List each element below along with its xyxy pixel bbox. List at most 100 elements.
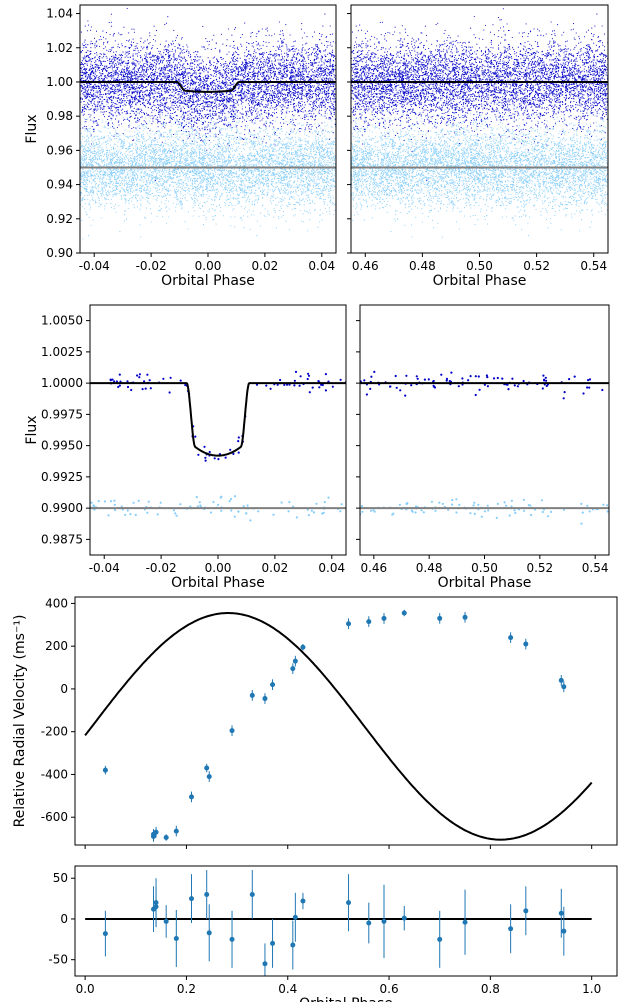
offset-flux-point — [158, 158, 160, 160]
offset-flux-point — [288, 152, 290, 154]
offset-flux-point — [130, 150, 132, 152]
offset-flux-point — [119, 156, 121, 158]
offset-flux-point — [187, 160, 189, 162]
offset-flux-point — [119, 160, 121, 163]
offset-flux-point — [92, 164, 95, 167]
offset-flux-point — [225, 150, 228, 152]
offset-flux-point — [277, 160, 279, 162]
offset-flux-point — [241, 189, 243, 192]
offset-flux-point — [175, 142, 177, 144]
offset-flux-point — [229, 141, 231, 143]
offset-flux-point — [219, 168, 222, 170]
offset-flux-point — [259, 144, 261, 146]
offset-flux-point — [118, 151, 120, 153]
offset-flux-point — [93, 191, 95, 193]
offset-flux-point — [83, 171, 85, 173]
offset-flux-point — [230, 144, 233, 146]
offset-flux-point — [225, 159, 228, 162]
offset-flux-point — [136, 154, 138, 157]
offset-flux-point — [265, 127, 267, 129]
offset-flux-point — [228, 137, 230, 139]
offset-flux-point — [182, 145, 184, 147]
offset-flux-point — [168, 156, 170, 158]
offset-flux-point — [260, 150, 263, 152]
offset-flux-point — [187, 228, 189, 230]
offset-flux-point — [221, 147, 223, 150]
offset-flux-point — [101, 174, 103, 176]
offset-flux-point — [186, 189, 188, 191]
offset-flux-point — [323, 161, 325, 163]
offset-flux-point — [254, 146, 256, 148]
offset-flux-point — [149, 203, 151, 205]
offset-flux-point — [202, 129, 204, 131]
offset-flux-point — [301, 159, 303, 161]
offset-flux-point — [194, 193, 196, 195]
offset-flux-point — [232, 198, 235, 200]
offset-flux-point — [317, 132, 319, 134]
offset-flux-point — [191, 189, 193, 191]
offset-flux-point — [112, 126, 114, 128]
offset-flux-point — [251, 159, 253, 161]
offset-flux-point — [191, 169, 194, 171]
offset-flux-point — [219, 147, 221, 149]
offset-flux-point — [124, 129, 126, 131]
offset-flux-point — [169, 194, 171, 196]
offset-flux-point — [259, 172, 261, 174]
offset-flux-point — [262, 183, 264, 185]
offset-flux-point — [273, 160, 275, 162]
offset-flux-point — [140, 165, 142, 167]
offset-flux-point — [103, 197, 106, 199]
offset-flux-point — [200, 120, 202, 122]
offset-flux-point — [196, 142, 198, 144]
offset-flux-point — [156, 215, 158, 217]
offset-flux-point — [90, 145, 92, 147]
offset-flux-point — [239, 163, 241, 165]
offset-flux-point — [280, 216, 282, 218]
offset-flux-point — [247, 179, 249, 182]
offset-flux-point — [209, 190, 211, 192]
offset-flux-point — [284, 197, 286, 199]
offset-flux-point — [331, 127, 333, 129]
offset-flux-point — [302, 160, 304, 163]
offset-flux-point — [156, 159, 158, 161]
offset-flux-point — [110, 177, 112, 180]
offset-flux-point — [332, 163, 335, 165]
offset-flux-point — [198, 138, 200, 140]
offset-flux-point — [113, 152, 115, 154]
offset-flux-point — [300, 168, 302, 170]
offset-flux-point — [126, 190, 128, 192]
offset-flux-point — [182, 195, 184, 197]
offset-flux-point — [287, 157, 289, 159]
offset-flux-point — [307, 115, 309, 118]
offset-flux-point — [92, 187, 94, 189]
offset-flux-point — [157, 149, 159, 151]
offset-flux-point — [148, 160, 150, 162]
offset-flux-point — [164, 176, 167, 179]
offset-flux-point — [202, 180, 204, 182]
offset-flux-point — [118, 161, 120, 163]
offset-flux-point — [325, 171, 327, 173]
offset-flux-point — [200, 184, 202, 187]
offset-flux-point — [114, 186, 116, 188]
offset-flux-point — [318, 157, 320, 159]
offset-flux-point — [297, 158, 300, 161]
offset-flux-point — [240, 162, 242, 164]
offset-flux-point — [158, 189, 160, 191]
offset-flux-point — [283, 173, 285, 175]
offset-flux-point — [254, 180, 256, 182]
offset-flux-point — [307, 170, 309, 172]
offset-flux-point — [166, 179, 169, 181]
offset-flux-point — [199, 194, 201, 196]
offset-flux-point — [157, 184, 159, 186]
offset-flux-point — [289, 195, 291, 197]
offset-flux-point — [155, 165, 158, 167]
offset-flux-point — [80, 200, 83, 202]
offset-flux-point — [173, 150, 175, 152]
offset-flux-point — [288, 229, 290, 231]
offset-flux-point — [173, 170, 175, 172]
offset-flux-point — [103, 178, 105, 180]
offset-flux-point — [142, 168, 144, 170]
offset-flux-point — [174, 154, 176, 156]
offset-flux-point — [261, 183, 263, 185]
offset-flux-point — [189, 178, 191, 181]
